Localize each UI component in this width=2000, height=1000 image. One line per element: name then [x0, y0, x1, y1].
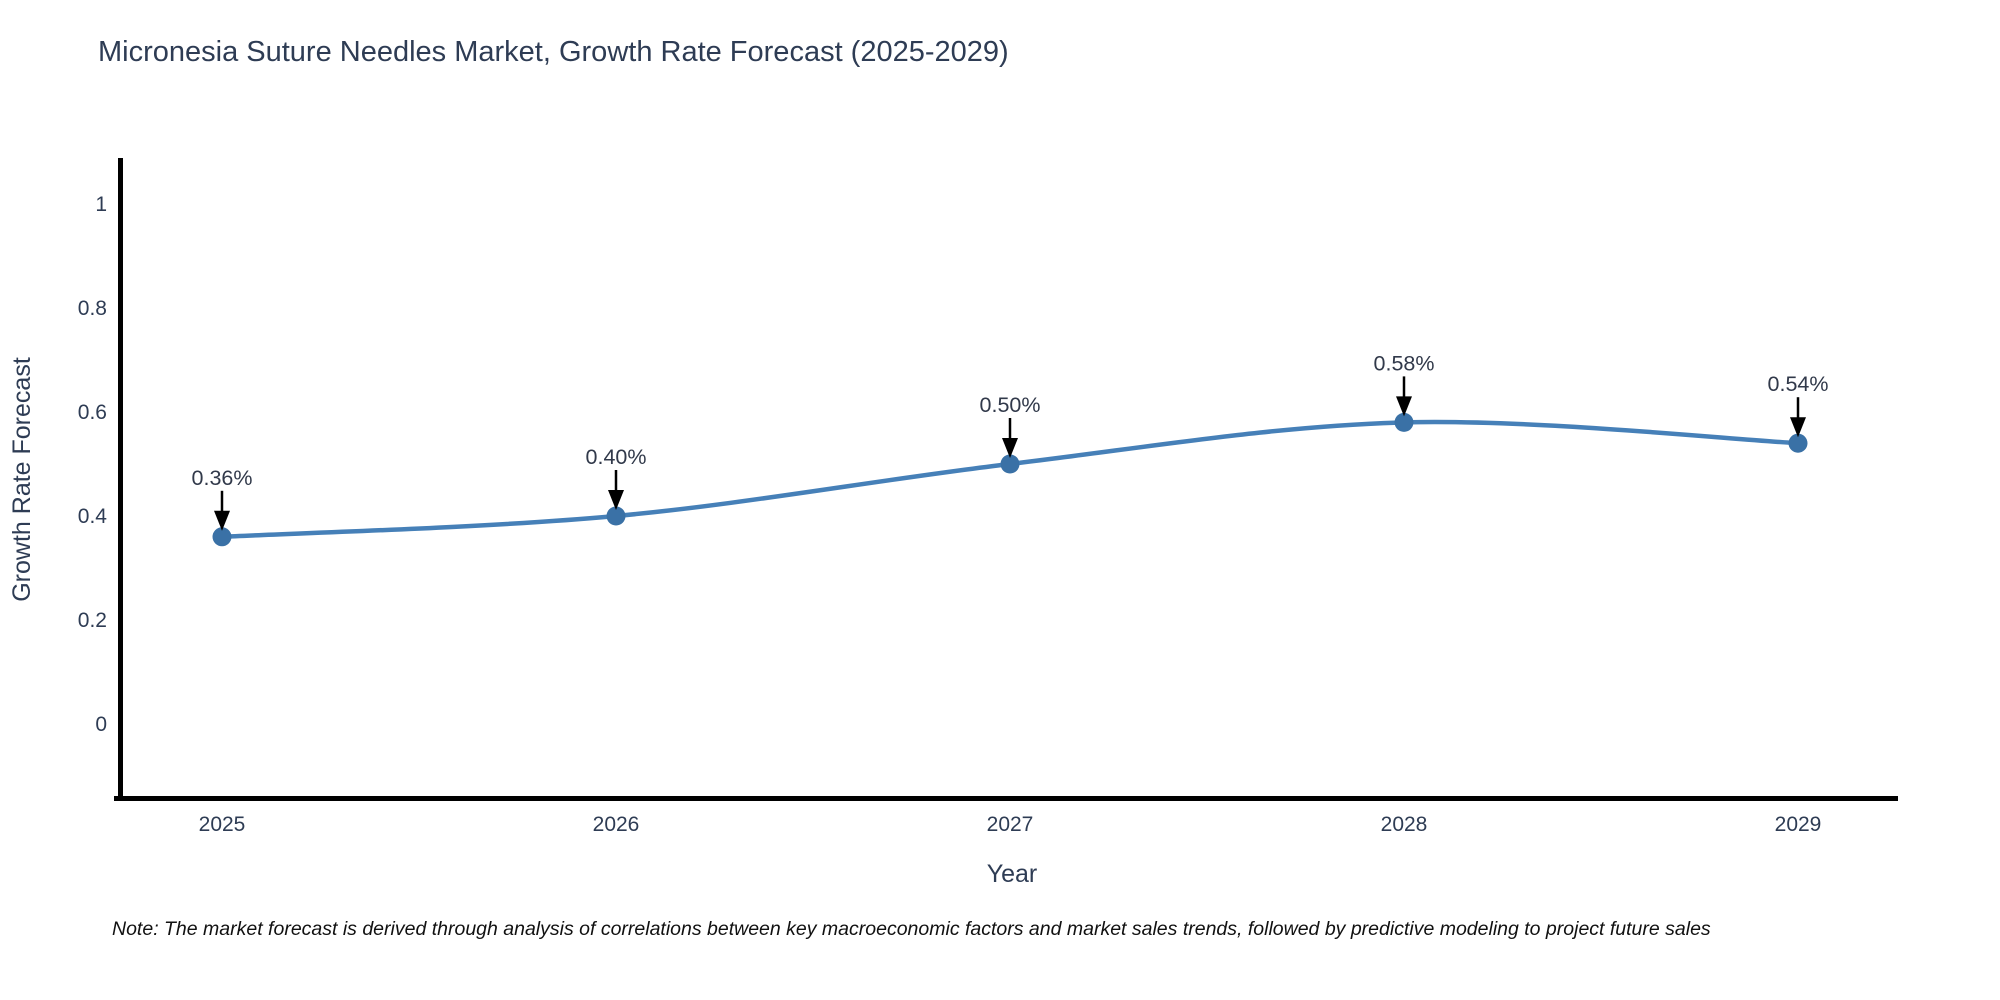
data-point-label: 0.36%: [192, 466, 253, 490]
x-axis-title: Year: [987, 860, 1038, 888]
annotation-arrowhead: [1790, 417, 1806, 438]
data-point-label: 0.40%: [586, 445, 647, 469]
y-axis-title: Growth Rate Forecast: [8, 357, 36, 602]
chart-title: Micronesia Suture Needles Market, Growth…: [98, 36, 1009, 68]
data-point-label: 0.58%: [1374, 351, 1435, 375]
data-point-marker: [1394, 412, 1414, 432]
annotation-arrowhead: [1002, 438, 1018, 458]
annotation-arrowhead: [608, 490, 624, 510]
data-point-marker: [1788, 433, 1808, 453]
y-tick-label: 0.8: [78, 297, 107, 320]
y-tick-label: 0.2: [78, 609, 107, 632]
x-tick-label: 2027: [987, 813, 1034, 836]
annotation-arrowhead: [1396, 396, 1412, 417]
x-tick-label: 2029: [1775, 813, 1822, 836]
y-tick-label: 0: [95, 713, 107, 736]
data-point-label: 0.50%: [980, 393, 1041, 417]
x-tick-label: 2025: [199, 813, 246, 836]
x-tick-label: 2026: [593, 813, 640, 836]
data-point-marker: [1000, 454, 1020, 474]
y-tick-label: 0.6: [78, 401, 107, 424]
data-point-marker: [212, 527, 232, 547]
annotation-arrowhead: [214, 510, 230, 531]
footnote: Note: The market forecast is derived thr…: [112, 918, 1711, 940]
data-point-label: 0.54%: [1768, 372, 1829, 396]
y-tick-label: 1: [95, 193, 107, 216]
x-tick-label: 2028: [1381, 813, 1428, 836]
data-point-marker: [606, 506, 626, 526]
y-tick-label: 0.4: [78, 505, 108, 528]
